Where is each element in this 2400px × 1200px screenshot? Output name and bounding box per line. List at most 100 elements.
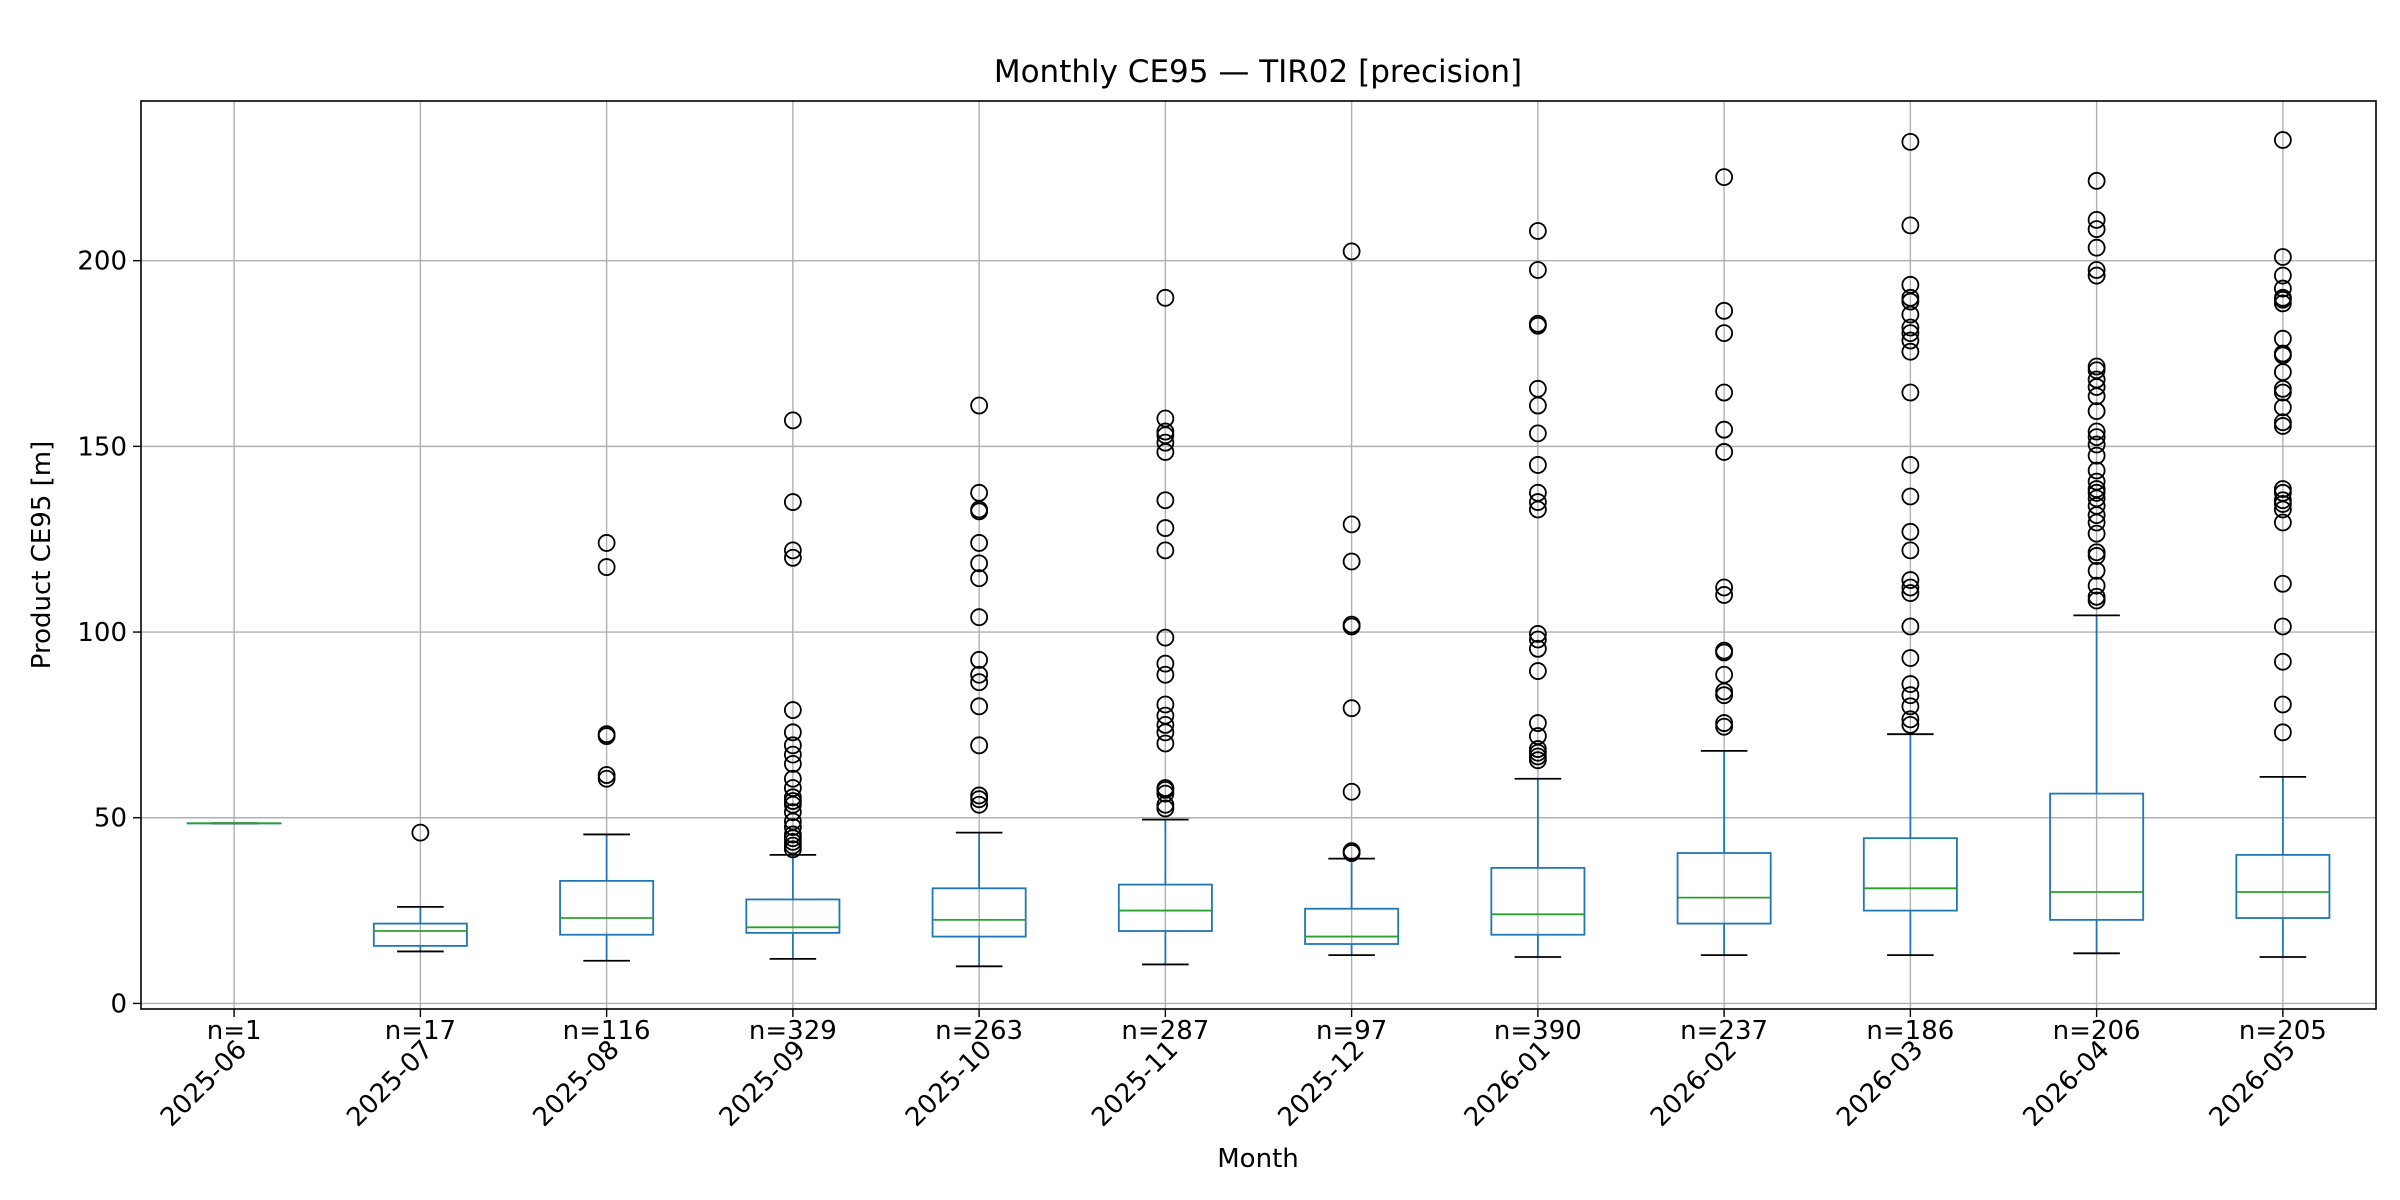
chart-title: Monthly CE95 — TIR02 [precision]	[994, 54, 1522, 90]
plot-area-frame	[140, 100, 2377, 1010]
outlier-point	[1901, 716, 1920, 734]
outlier-point	[2087, 210, 2106, 229]
outlier-point	[783, 541, 802, 560]
outlier-point	[2273, 413, 2292, 432]
outlier-point	[2273, 344, 2292, 363]
count-label: n=97	[1316, 1016, 1387, 1046]
outlier-point	[1715, 665, 1734, 684]
outlier-point	[1156, 734, 1175, 753]
outlier-point	[597, 558, 616, 576]
outlier-point	[1901, 487, 1920, 506]
box-2025-12	[1304, 242, 1400, 957]
outlier-point	[1528, 424, 1547, 443]
outlier-point	[783, 818, 802, 836]
outlier-point	[970, 651, 989, 669]
outlier-point	[1901, 288, 1920, 307]
outlier-point	[2273, 617, 2292, 636]
outlier-point	[1528, 714, 1547, 732]
outlier-point	[970, 697, 989, 716]
outlier-point	[2087, 171, 2106, 190]
outlier-point	[1901, 383, 1920, 402]
outlier-point	[2087, 576, 2106, 595]
outlier-point	[783, 723, 802, 742]
outlier-point	[2273, 248, 2292, 266]
outlier-point	[1901, 710, 1920, 729]
iqr-box	[559, 879, 655, 936]
outlier-point	[970, 795, 989, 814]
outlier-point	[2273, 288, 2292, 307]
outlier-point	[1901, 686, 1920, 705]
outlier-point	[1156, 706, 1175, 725]
outlier-point	[783, 803, 802, 822]
outlier-point	[1901, 331, 1920, 350]
outlier-point	[1715, 578, 1734, 597]
iqr-box	[745, 898, 841, 934]
outlier-point	[1528, 493, 1547, 511]
count-label: n=186	[1866, 1016, 1954, 1046]
outlier-point	[2087, 422, 2106, 441]
outlier-point	[1528, 314, 1547, 333]
outlier-point	[970, 534, 989, 552]
outlier-point	[783, 736, 802, 755]
outlier-point	[1528, 662, 1547, 680]
outlier-point	[1528, 639, 1547, 658]
box-2026-04	[2049, 171, 2145, 955]
outlier-point	[783, 411, 802, 430]
outlier-point	[2273, 513, 2292, 532]
outlier-point	[1901, 578, 1920, 597]
outlier-point	[783, 745, 802, 764]
outlier-point	[2087, 587, 2106, 606]
outlier-point	[1715, 301, 1734, 320]
box-2025-11	[1117, 288, 1213, 966]
outlier-point	[1901, 342, 1920, 361]
count-label: n=205	[2239, 1016, 2327, 1046]
iqr-box	[931, 887, 1027, 938]
outlier-point	[1901, 584, 1920, 602]
outlier-point	[2087, 238, 2106, 257]
y-tick-label: 150	[77, 432, 127, 462]
outlier-point	[1715, 168, 1734, 187]
outlier-point	[1156, 422, 1175, 441]
outlier-point	[1156, 491, 1175, 510]
count-label: n=263	[935, 1016, 1023, 1046]
outlier-point	[783, 769, 802, 788]
x-axis-label: Month	[1217, 1144, 1299, 1174]
outlier-point	[1715, 641, 1734, 660]
box-2026-01	[1490, 222, 1586, 958]
outlier-point	[970, 736, 989, 755]
outlier-point	[2087, 543, 2106, 562]
outlier-point	[1528, 483, 1547, 502]
outlier-point	[1528, 727, 1547, 745]
outlier-point	[2087, 357, 2106, 376]
outlier-point	[970, 554, 989, 573]
outlier-point	[1156, 628, 1175, 647]
outlier-point	[1156, 779, 1175, 797]
outlier-point	[2087, 220, 2106, 239]
outlier-point	[1156, 716, 1175, 734]
outlier-point	[2087, 428, 2106, 446]
outlier-point	[2087, 461, 2106, 480]
outlier-point	[1901, 697, 1920, 716]
outlier-point	[1528, 379, 1547, 398]
outlier-point	[1528, 630, 1547, 649]
outlier-point	[970, 483, 989, 502]
count-label: n=237	[1680, 1016, 1768, 1046]
outlier-point	[2273, 398, 2292, 417]
outlier-point	[1156, 409, 1175, 428]
outlier-point	[1715, 714, 1734, 732]
y-tick-label: 50	[94, 804, 127, 834]
outlier-point	[2087, 561, 2106, 580]
outlier-point	[1715, 443, 1734, 461]
outlier-point	[1156, 665, 1175, 684]
outlier-point	[1901, 522, 1920, 541]
outlier-point	[970, 396, 989, 415]
y-axis-label: Product CE95 [m]	[27, 441, 57, 670]
outlier-point	[2273, 491, 2292, 510]
iqr-box	[2049, 792, 2145, 921]
iqr-box	[2235, 853, 2331, 919]
outlier-point	[1901, 132, 1920, 151]
outlier-point	[1901, 216, 1920, 235]
iqr-box	[1490, 866, 1586, 936]
outlier-point	[1342, 699, 1361, 718]
